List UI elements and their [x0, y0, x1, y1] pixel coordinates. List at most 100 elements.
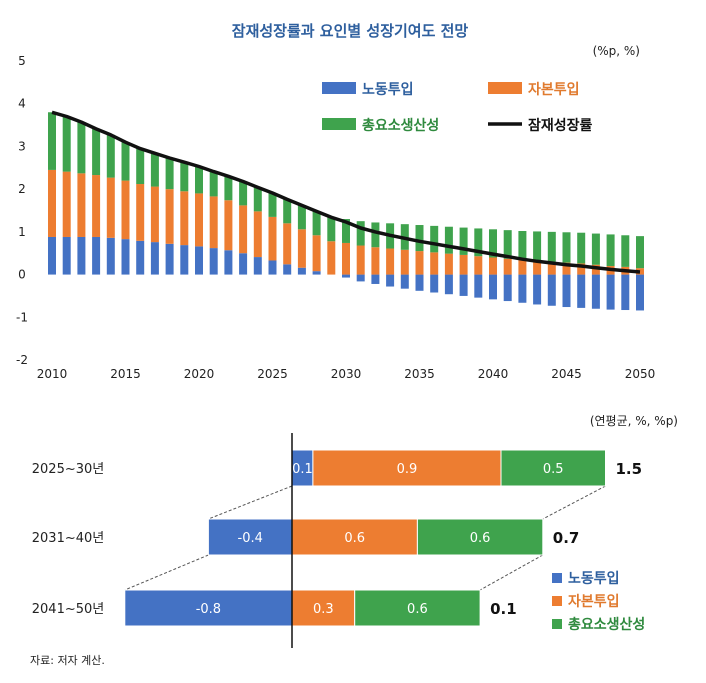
bar-segment — [591, 233, 600, 265]
bar-segment — [62, 171, 71, 237]
bar-segment — [459, 274, 468, 296]
bar-segment — [503, 230, 512, 259]
bar-segment — [562, 274, 571, 308]
bar-segment — [268, 192, 277, 217]
bar-segment — [312, 449, 502, 487]
bar-segment — [48, 236, 56, 275]
bar-segment — [621, 235, 630, 267]
bar-segment — [444, 226, 453, 254]
bar-segment — [400, 249, 409, 275]
data-label: -0.8 — [196, 602, 221, 617]
bar-segment — [591, 274, 600, 309]
connector-line — [542, 485, 606, 520]
legend-label-tfp: 총요소생산성 — [362, 117, 439, 134]
bar-segment — [239, 181, 248, 206]
bar-segment — [92, 128, 101, 176]
bar-segment — [106, 177, 115, 238]
data-label: 0.6 — [470, 531, 491, 546]
y-tick-label: -1 — [16, 310, 28, 324]
bar-segment — [500, 449, 606, 487]
bar-segment — [400, 274, 409, 289]
y-tick-label: 4 — [18, 97, 26, 111]
bar-segment — [503, 258, 512, 275]
bar-segment — [150, 153, 159, 187]
unit-note: (%p, %) — [593, 44, 640, 58]
bar-segment — [562, 262, 571, 275]
bar-segment — [62, 116, 71, 172]
bar-segment — [253, 211, 262, 258]
bar-segment — [533, 231, 542, 261]
bar-segment — [386, 248, 395, 275]
bar-segment — [356, 245, 365, 275]
bar-segment — [547, 261, 556, 275]
total-label: 1.5 — [616, 460, 643, 478]
source-note: 자료: 저자 계산. — [30, 654, 105, 667]
bar-segment — [591, 264, 600, 275]
bar-segment — [268, 260, 277, 275]
y-axis: -2 -1 0 1 2 3 4 5 — [16, 54, 28, 367]
legend-label-tfp: 총요소생산성 — [568, 616, 645, 633]
unit-note-bottom: (연평균, %, %p) — [590, 414, 678, 428]
bar-series: 0.1 0.9 0.5 -0.4 0.6 0.6 -0.8 0.3 0.6 — [124, 449, 606, 627]
bar-segment — [547, 274, 556, 306]
bar-segment — [77, 236, 86, 275]
bar-segment — [342, 242, 350, 275]
y-tick-label: 3 — [18, 139, 26, 153]
x-tick-label: 2035 — [404, 367, 435, 381]
bar-segment — [415, 251, 424, 275]
bar-segment — [180, 162, 189, 192]
bar-segment — [180, 245, 189, 275]
bar-segment — [92, 175, 101, 237]
bar-segment — [312, 235, 321, 272]
data-label: -0.4 — [238, 531, 263, 546]
category-label: 2031~40년 — [32, 531, 104, 546]
data-label: 0.1 — [292, 462, 313, 477]
bar-segment — [297, 267, 306, 275]
bar-segment — [291, 589, 356, 627]
bar-segment — [415, 225, 424, 252]
bar-segment — [430, 274, 439, 293]
connector-lines — [124, 485, 606, 591]
bar-segment — [150, 242, 159, 275]
x-tick-label: 2050 — [625, 367, 656, 381]
bar-segment — [121, 180, 130, 240]
period-average-chart: (연평균, %, %p) 0.1 0.9 0.5-0.4 0.6 0.6-0.8 0.3 0… — [32, 414, 678, 648]
bar-segment — [547, 231, 556, 262]
x-tick-label: 2015 — [110, 367, 141, 381]
legend-label-capital: 자본투입 — [568, 594, 620, 610]
bar-segment — [165, 189, 174, 244]
bar-segment — [239, 205, 248, 254]
bar-segment — [224, 200, 233, 251]
y-tick-label: -2 — [16, 353, 28, 367]
x-tick-label: 2045 — [551, 367, 582, 381]
bar-segment — [312, 211, 321, 236]
bar-segment — [430, 225, 439, 253]
legend: 노동투입 자본투입 총요소생산성 잠재성장률 — [322, 82, 593, 134]
bar-segment — [444, 253, 453, 275]
bar-segment — [106, 134, 115, 178]
bar-segment — [474, 256, 483, 275]
bar-segment — [489, 274, 497, 300]
connector-line — [124, 554, 209, 591]
total-label: 0.1 — [490, 600, 517, 618]
bar-segment — [533, 260, 542, 275]
data-label: 0.3 — [313, 602, 334, 617]
category-label: 2025~30년 — [32, 462, 104, 477]
legend-swatch-capital — [552, 596, 562, 606]
data-label: 0.6 — [407, 602, 428, 617]
bar-segment — [224, 176, 233, 201]
bar-segment — [606, 274, 615, 310]
bar-segment — [106, 237, 115, 275]
bar-segment — [577, 263, 586, 275]
legend-swatch-tfp — [552, 619, 562, 629]
y-tick-label: 0 — [18, 268, 26, 282]
bar-segment — [121, 142, 130, 181]
bar-segment — [195, 166, 203, 194]
legend-label-labor: 노동투입 — [568, 571, 620, 587]
bar-segment — [297, 229, 306, 268]
bar-segment — [459, 227, 468, 255]
bar-segment — [283, 199, 292, 224]
bar-segment — [371, 222, 380, 248]
bar-segment — [415, 274, 424, 291]
